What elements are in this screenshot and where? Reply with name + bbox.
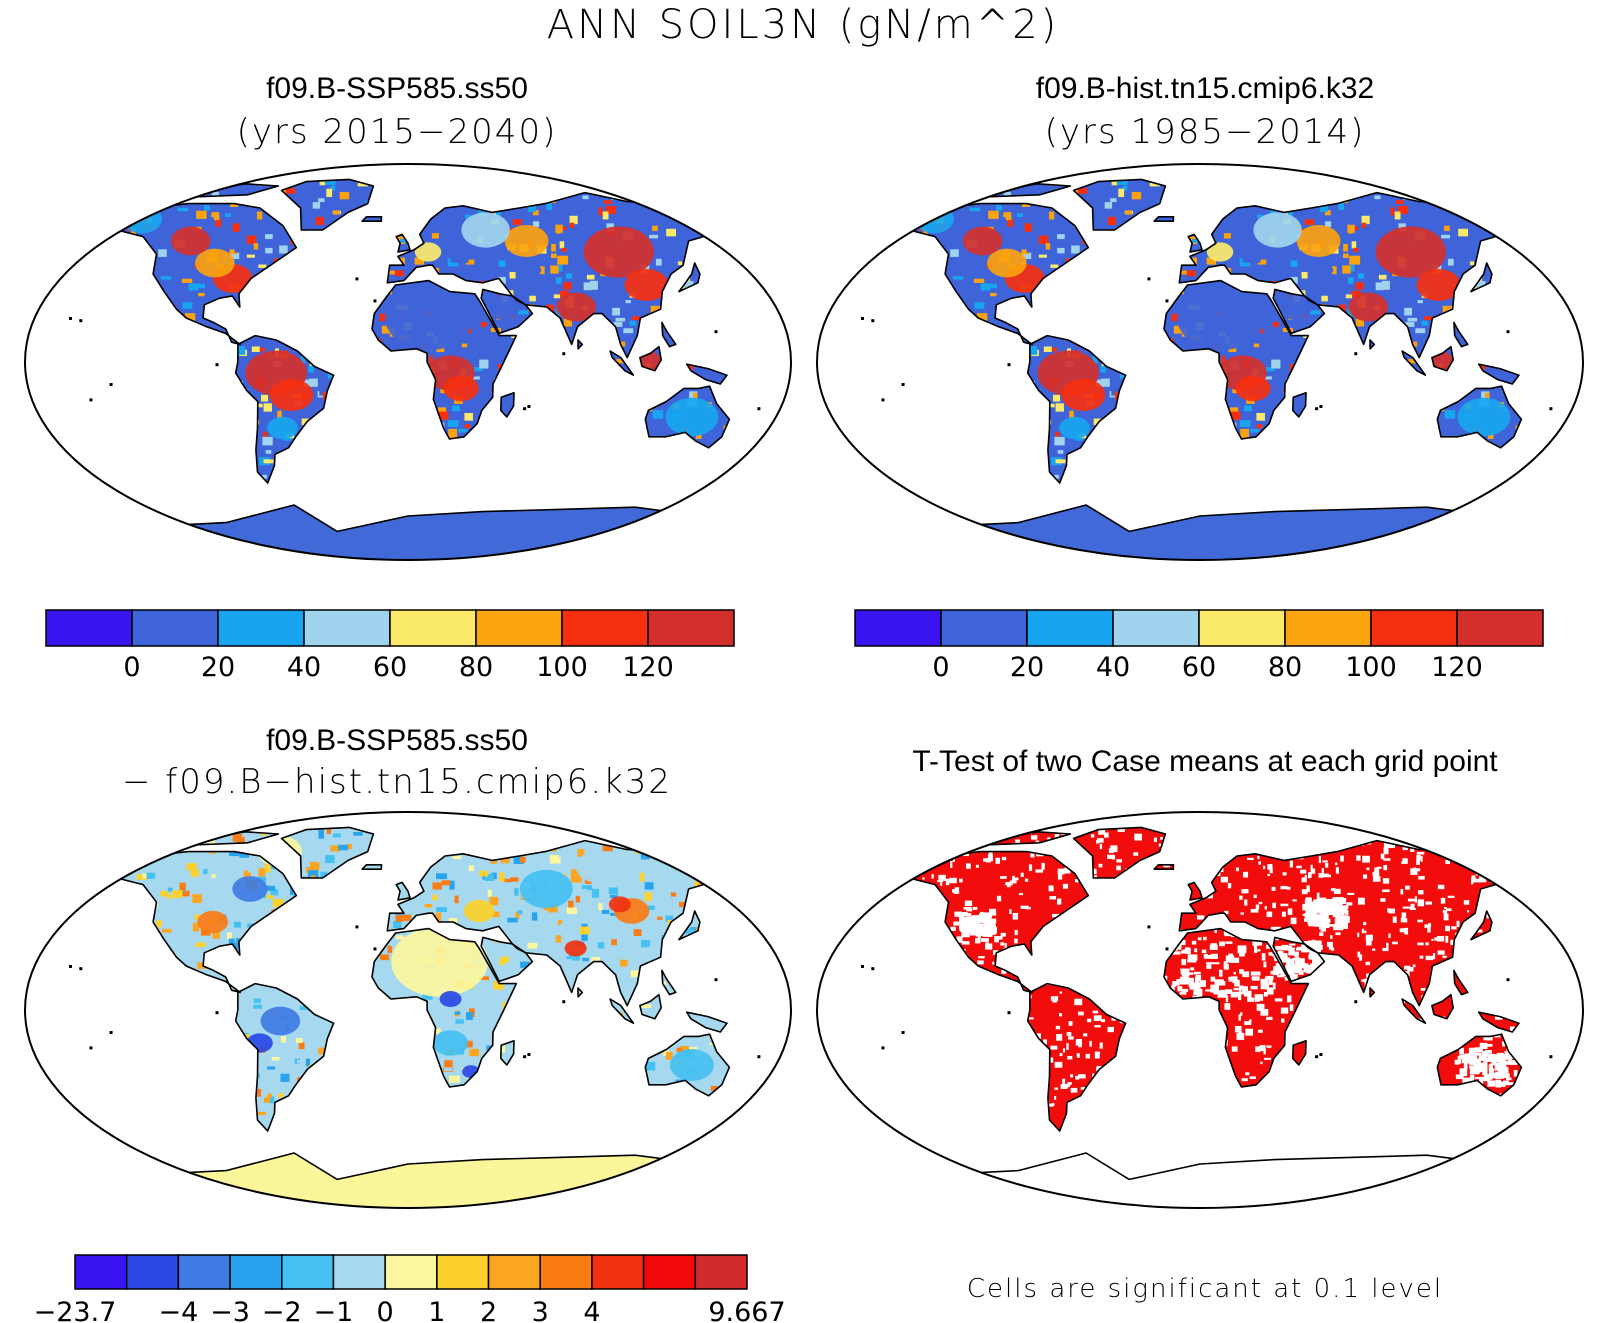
- colorbar-bottom-left-tick-label: 4: [583, 1297, 600, 1323]
- colorbar-top-left-swatch: [475, 609, 563, 647]
- panel-title-top-right: f09.B-hist.tn15.cmip6.k32: [1035, 72, 1375, 105]
- colorbar-top-left-tick-label: 20: [201, 652, 235, 683]
- colorbar-top-left-swatch: [131, 609, 219, 647]
- colorbar-top-right-tick-label: 0: [932, 652, 949, 683]
- colorbar-top-right-swatch: [1198, 609, 1286, 647]
- colorbar-bottom-left-tick-label: 1: [428, 1297, 445, 1323]
- colorbar-bottom-left-swatch: [384, 1254, 438, 1290]
- map-frame: [816, 163, 1584, 561]
- panel-subtitle-top-left: (yrs 2015−2040): [236, 112, 558, 152]
- colorbar-top-left-swatch: [561, 609, 649, 647]
- colorbar-top-right-tick-label: 20: [1010, 652, 1044, 683]
- colorbar-bottom-left-swatch: [539, 1254, 593, 1290]
- colorbar-top-right-swatch: [1456, 609, 1544, 647]
- colorbar-bottom-left-swatch: [487, 1254, 541, 1290]
- colorbar-top-right-swatch: [1026, 609, 1114, 647]
- panel-title-bottom-left: f09.B-SSP585.ss50: [266, 724, 528, 757]
- colorbar-bottom-left-swatch: [436, 1254, 490, 1290]
- colorbar-top-left-tick-label: 60: [373, 652, 407, 683]
- colorbar-top-left-swatch: [389, 609, 477, 647]
- colorbar-top-left-tick-label: 120: [622, 652, 674, 683]
- coastlines: [68, 178, 787, 560]
- map-bottom-left: [24, 811, 792, 1209]
- colorbar-top-left-swatch: [217, 609, 305, 647]
- significance-note: Cells are significant at 0.1 level: [966, 1274, 1444, 1304]
- colorbar-bottom-left-tick-label: 2: [480, 1297, 497, 1323]
- colorbar-bottom-left-swatch: [74, 1254, 128, 1290]
- map-top-left: [24, 163, 792, 561]
- map-frame: [24, 163, 792, 561]
- colorbar-top-left-swatch: [303, 609, 391, 647]
- colorbar-top-right-tick-label: 100: [1345, 652, 1397, 683]
- colorbar-top-right-tick-label: 60: [1182, 652, 1216, 683]
- colorbar-top-right-tick-label: 80: [1268, 652, 1302, 683]
- panel-subtitle-top-right: (yrs 1985−2014): [1044, 112, 1366, 152]
- colorbar-bottom-left-swatch: [332, 1254, 386, 1290]
- colorbar-bottom-left-swatch: [694, 1254, 748, 1290]
- colorbar-top-left-swatch: [45, 609, 133, 647]
- colorbar-bottom-left-swatch: [229, 1254, 283, 1290]
- panel-subtitle-bottom-left: − f09.B−hist.tn15.cmip6.k32: [121, 762, 673, 802]
- colorbar-top-right: 0 20 40 60 80 100 120: [854, 609, 1544, 683]
- colorbar-bottom-left-tick-label: −4: [158, 1297, 198, 1323]
- colorbar-bottom-left-tick-label: 9.667: [708, 1297, 785, 1323]
- colorbar-top-left-tick-label: 0: [123, 652, 140, 683]
- colorbar-top-right-swatch: [1370, 609, 1458, 647]
- colorbar-bottom-left-tick-label: 0: [377, 1297, 394, 1323]
- colorbar-bottom-left-swatch: [281, 1254, 335, 1290]
- colorbar-bottom-left-swatch: [125, 1254, 180, 1290]
- map-frame: [816, 811, 1584, 1209]
- colorbar-top-right-swatch: [1284, 609, 1372, 647]
- figure-title: ANN SOIL3N (gN/m^2): [546, 2, 1060, 48]
- colorbar-bottom-left-tick-label: 3: [532, 1297, 549, 1323]
- colorbar-bottom-left-tick-label: −3: [210, 1297, 250, 1323]
- colorbar-top-left-tick-label: 40: [287, 652, 321, 683]
- colorbar-top-left-swatch: [647, 609, 735, 647]
- map-top-right: [816, 163, 1584, 561]
- colorbar-bottom-left-swatch: [642, 1254, 697, 1290]
- colorbar-top-right-swatch: [940, 609, 1028, 647]
- colorbar-bottom-left: −23.7 −4 −3 −2 −1 0 1 2 3 4 9.667: [34, 1254, 786, 1323]
- map-bottom-right: [816, 811, 1584, 1209]
- colorbar-bottom-left-swatch: [591, 1254, 645, 1290]
- colorbar-top-left-tick-label: 100: [536, 652, 588, 683]
- colorbar-bottom-left-tick-label: −2: [262, 1297, 302, 1323]
- colorbar-bottom-left-tick-label: −1: [314, 1297, 354, 1323]
- colorbar-top-right-tick-label: 120: [1431, 652, 1483, 683]
- panel-title-top-left: f09.B-SSP585.ss50: [266, 72, 528, 105]
- colorbar-top-right-swatch: [854, 609, 942, 647]
- colorbar-bottom-left-swatch: [177, 1254, 231, 1290]
- colorbar-top-right-tick-label: 40: [1096, 652, 1130, 683]
- panel-title-bottom-right: T-Test of two Case means at each grid po…: [912, 745, 1498, 778]
- colorbar-top-left: 0 20 40 60 80 100 120: [45, 609, 735, 683]
- colorbar-bottom-left-tick-label: −23.7: [34, 1297, 117, 1323]
- colorbar-top-right-swatch: [1112, 609, 1200, 647]
- map-frame: [24, 811, 792, 1209]
- colorbar-top-left-tick-label: 80: [459, 652, 493, 683]
